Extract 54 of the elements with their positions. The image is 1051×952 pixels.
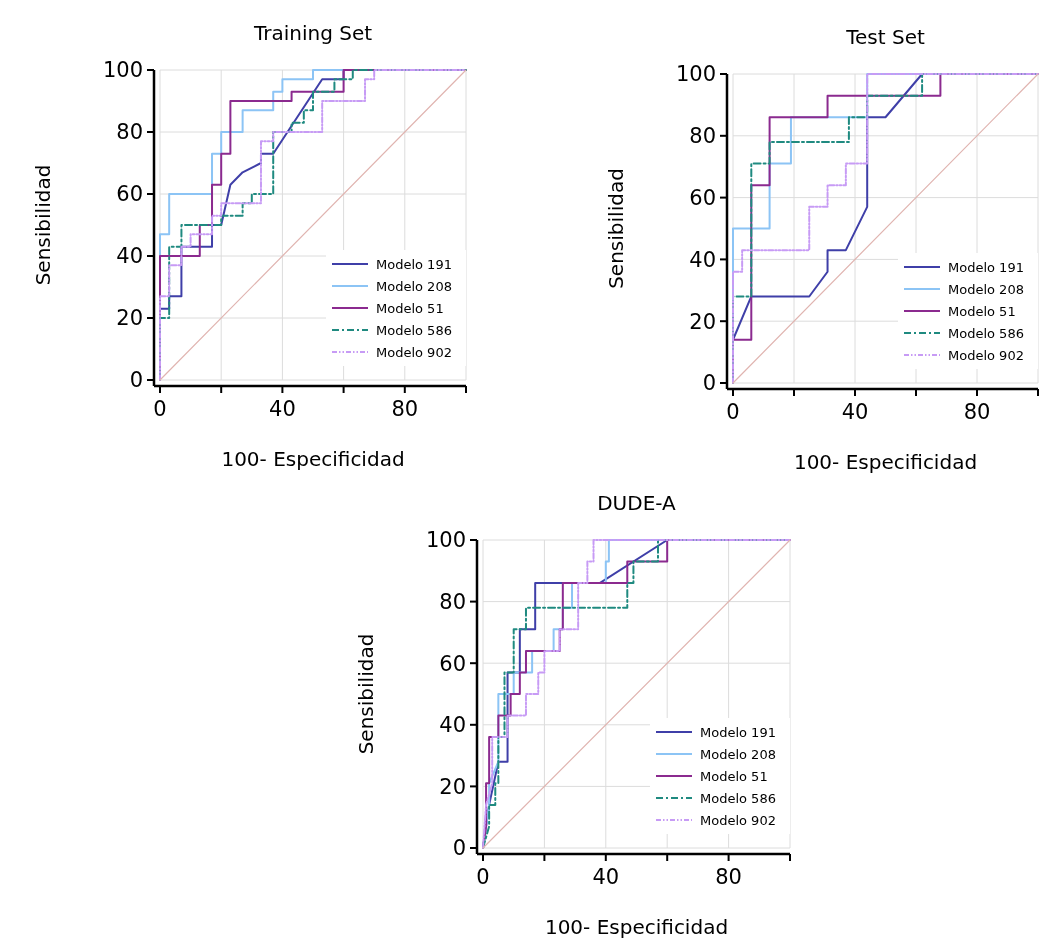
x-tick-label: 80 [391,397,419,421]
y-axis-title: Sensibilidad [354,633,378,755]
y-tick-label: 40 [439,713,466,738]
y-tick-label: 0 [129,368,143,393]
x-tick-label: 0 [726,400,740,424]
y-tick-label: 60 [116,182,143,207]
y-tick-label: 100 [425,528,466,553]
y-tick-label: 20 [116,306,143,331]
y-tick-label: 20 [439,774,466,799]
x-tick-label: 0 [476,865,490,889]
x-tick-label: 0 [153,397,167,421]
x-tick-label: 40 [592,865,620,889]
y-axis-title: Sensibilidad [31,164,55,286]
y-tick-label: 100 [675,62,716,87]
y-tick-label: 80 [689,124,716,149]
line-series [159,69,467,381]
y-tick-label: 0 [702,371,716,396]
line-series [482,539,791,849]
legend-label: Modelo 902 [700,812,776,828]
y-tick-label: 60 [689,185,716,210]
legend-label: Modelo 51 [948,303,1016,319]
legend-label: Modelo 586 [376,322,452,338]
legend-label: Modelo 208 [700,746,776,762]
x-tick-label: 40 [269,397,296,421]
x-tick-label: 40 [841,400,869,424]
x-axis-title: 100- Especificidad [221,447,405,471]
legend-label: Modelo 586 [948,325,1024,341]
y-tick-label: 80 [116,120,143,145]
legend-label: Modelo 191 [948,259,1024,275]
chart-title: Test Set [845,25,925,49]
x-axis-title: 100- Especificidad [544,915,729,939]
x-axis-title: 100- Especificidad [793,450,978,474]
legend-label: Modelo 208 [948,281,1024,297]
x-tick-label: 80 [715,865,742,889]
y-tick-label: 80 [439,589,466,614]
legend-label: Modelo 586 [700,790,776,806]
x-tick-label: 80 [963,400,991,424]
y-tick-label: 40 [116,244,143,269]
legend-label: Modelo 902 [376,344,452,360]
y-axis-title: Sensibilidad [604,168,628,289]
legend-label: Modelo 191 [700,724,776,740]
y-tick-label: 60 [439,651,466,676]
legend-label: Modelo 208 [376,278,452,294]
legend-label: Modelo 51 [376,300,444,316]
chart-title: Training Set [252,21,373,45]
line-series [732,73,1039,384]
y-tick-label: 20 [689,309,716,334]
legend-label: Modelo 191 [376,256,452,272]
y-tick-label: 0 [452,836,466,861]
y-tick-label: 100 [102,58,143,83]
legend-label: Modelo 51 [700,768,768,784]
y-tick-label: 40 [689,247,716,272]
chart-title: DUDE-A [597,491,677,515]
legend-label: Modelo 902 [948,347,1024,363]
